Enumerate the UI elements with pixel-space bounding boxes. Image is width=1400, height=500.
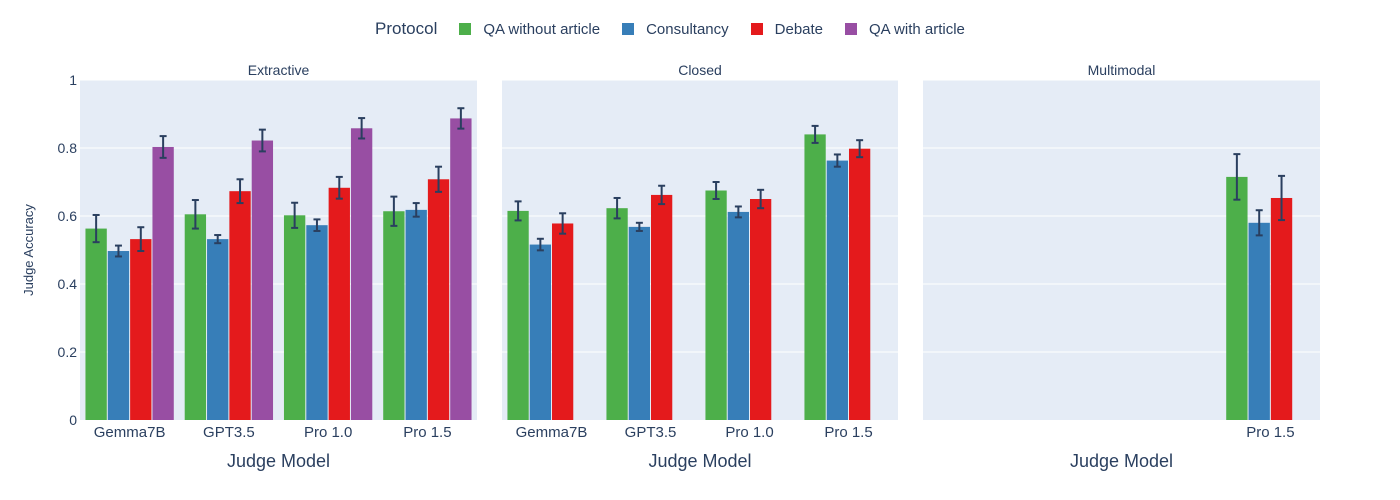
x-axis-title-multimodal: Judge Model (1070, 451, 1173, 471)
bar-closed-pro-1-5-consultancy (826, 160, 848, 420)
x-tick-label-multimodal-pro-1-5: Pro 1.5 (1246, 424, 1294, 441)
bar-closed-pro-1-0-qa-without-article (705, 190, 727, 420)
legend-label: Debate (774, 20, 824, 38)
bar-extractive-pro-1-0-consultancy (306, 225, 328, 420)
y-tick-label-1: 1 (69, 72, 77, 88)
bar-extractive-gpt3-5-qa-without-article (184, 214, 207, 420)
bar-extractive-gemma7b-debate (130, 239, 152, 420)
x-tick-label-extractive-gemma7b: Gemma7B (94, 424, 166, 441)
x-axis-title-extractive: Judge Model (227, 451, 330, 471)
bar-multimodal-pro-1-5-debate (1270, 197, 1293, 420)
bar-closed-pro-1-5-qa-without-article (804, 134, 826, 420)
y-tick-label-0-2: 0.2 (58, 344, 78, 360)
legend-item-qa-without-article[interactable]: QA without article (459, 21, 600, 38)
bar-extractive-pro-1-5-debate (427, 179, 450, 420)
x-tick-label-closed-gemma7b: Gemma7B (516, 424, 588, 441)
bar-closed-gpt3-5-consultancy (628, 226, 650, 420)
bar-extractive-gpt3-5-consultancy (207, 239, 229, 420)
legend-label: QA with article (869, 20, 965, 38)
legend-swatch-qa-without-article (459, 23, 472, 35)
legend-swatch-qa-with-article (845, 23, 858, 35)
bar-closed-pro-1-0-consultancy (727, 211, 749, 420)
legend-title: Protocol (375, 19, 438, 38)
y-tick-label-0-4: 0.4 (58, 276, 78, 292)
x-tick-label-closed-pro-1-5: Pro 1.5 (824, 424, 872, 441)
x-tick-label-closed-pro-1-0: Pro 1.0 (725, 424, 773, 441)
bar-extractive-gemma7b-qa-with-article (152, 146, 174, 421)
bar-closed-pro-1-5-debate (849, 148, 871, 420)
legend: Protocol QA without article Consultancy … (375, 18, 987, 40)
legend-label: QA without article (483, 20, 601, 38)
legend-item-qa-with-article[interactable]: QA with article (845, 21, 965, 38)
panel-title-multimodal: Multimodal (1088, 62, 1156, 78)
bar-extractive-gpt3-5-debate (229, 191, 251, 420)
x-axis-title-closed: Judge Model (648, 451, 751, 471)
panel-title-closed: Closed (678, 62, 722, 78)
bar-extractive-pro-1-5-qa-with-article (450, 118, 472, 421)
bar-closed-pro-1-0-debate (750, 199, 772, 420)
y-axis-title: Judge Accuracy (21, 204, 36, 296)
bar-closed-gpt3-5-qa-without-article (606, 208, 628, 420)
bar-closed-gpt3-5-debate (651, 194, 673, 420)
panel-title-extractive: Extractive (248, 62, 310, 78)
legend-swatch-debate (750, 23, 763, 35)
legend-swatch-consultancy (622, 23, 635, 35)
x-tick-label-extractive-pro-1-5: Pro 1.5 (403, 424, 451, 441)
bar-closed-gemma7b-debate (552, 223, 574, 420)
bar-extractive-gpt3-5-qa-with-article (251, 140, 274, 420)
bar-multimodal-pro-1-5-consultancy (1248, 222, 1270, 420)
legend-item-consultancy[interactable]: Consultancy (622, 21, 729, 38)
x-tick-label-extractive-gpt3-5: GPT3.5 (203, 424, 255, 441)
bar-extractive-gemma7b-consultancy (107, 251, 130, 420)
bar-extractive-pro-1-0-qa-with-article (350, 128, 373, 420)
bar-extractive-pro-1-0-debate (328, 187, 350, 420)
bar-closed-gemma7b-consultancy (529, 244, 551, 420)
bar-extractive-pro-1-5-qa-without-article (383, 211, 405, 420)
y-tick-label-0: 0 (69, 412, 77, 428)
bar-extractive-pro-1-5-consultancy (405, 209, 427, 420)
bar-multimodal-pro-1-5-qa-without-article (1226, 176, 1248, 420)
bar-extractive-pro-1-0-qa-without-article (283, 215, 306, 420)
legend-label: Consultancy (646, 20, 729, 38)
y-tick-label-0-6: 0.6 (58, 208, 78, 224)
bar-closed-gemma7b-qa-without-article (507, 210, 529, 420)
x-tick-label-extractive-pro-1-0: Pro 1.0 (304, 424, 352, 441)
bar-extractive-gemma7b-qa-without-article (85, 228, 107, 420)
x-tick-label-closed-gpt3-5: GPT3.5 (625, 424, 677, 441)
y-tick-label-0-8: 0.8 (58, 140, 78, 156)
legend-item-debate[interactable]: Debate (750, 20, 824, 38)
